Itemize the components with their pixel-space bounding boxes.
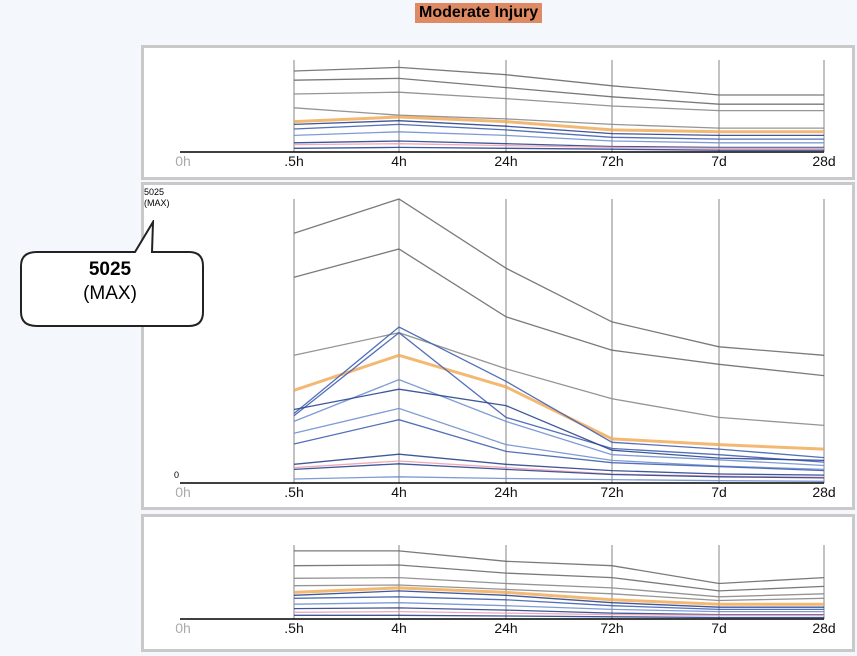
max-callout-value: 5025 xyxy=(88,259,132,280)
x-tick-label-4h: 4h xyxy=(391,484,407,500)
series-line-9 xyxy=(293,140,824,149)
series-line-3 xyxy=(293,576,825,598)
x-tick-label-24h: 24h xyxy=(494,153,517,169)
series-line-9 xyxy=(293,607,824,616)
x-tick-label-4h: 4h xyxy=(391,620,407,636)
series-line-10 xyxy=(293,610,824,616)
chart-bottom: 0h .5h 4h 24h 72h 7d 28d xyxy=(175,545,836,636)
x-tick-label-28d: 28d xyxy=(812,620,835,636)
chart-middle: 0h .5h 4h 24h 72h 7d 28d 5025(MAX) 0 xyxy=(144,187,836,500)
series-line-8 xyxy=(293,602,824,613)
series-line-2 xyxy=(293,564,825,592)
series-line-3 xyxy=(293,332,825,427)
x-tick-label-7d: 7d xyxy=(711,484,727,500)
x-tick-label-0h: 0h xyxy=(175,153,191,169)
x-tick-label-28d: 28d xyxy=(812,484,835,500)
series-line-7 xyxy=(293,596,824,611)
series-line-7 xyxy=(293,378,825,467)
x-tick-label-72h: 72h xyxy=(600,620,623,636)
panel-bottom: 0h .5h 4h 24h 72h 7d 28d xyxy=(141,514,855,652)
series-line-1 xyxy=(293,198,825,356)
y-min-label: 0 xyxy=(174,470,179,480)
x-tick-label-.5h: .5h xyxy=(284,484,303,500)
series-line-9 xyxy=(293,407,825,471)
series-line-6 xyxy=(293,331,825,463)
series-line-13 xyxy=(293,463,825,479)
series-line-11 xyxy=(293,146,824,151)
x-tick-label-28d: 28d xyxy=(812,153,835,169)
series-line-10 xyxy=(293,419,825,472)
series-line-4 xyxy=(293,353,825,451)
x-tick-label-7d: 7d xyxy=(711,153,727,169)
series-line-14 xyxy=(293,476,825,482)
y-max-sublabel: (MAX) xyxy=(144,198,170,208)
x-tick-label-.5h: .5h xyxy=(284,153,303,169)
series-line-5 xyxy=(293,586,824,606)
x-tick-label-7d: 7d xyxy=(711,620,727,636)
series-line-8 xyxy=(293,131,824,144)
panel-middle: 0h .5h 4h 24h 72h 7d 28d 5025 (MAX) 0 xyxy=(141,182,855,510)
x-tick-label-.5h: .5h xyxy=(284,620,303,636)
series-line-7 xyxy=(293,123,824,140)
max-callout-bubble xyxy=(20,220,204,327)
x-tick-label-72h: 72h xyxy=(600,153,623,169)
x-tick-label-24h: 24h xyxy=(494,620,517,636)
series-line-2 xyxy=(293,248,825,377)
panel-top: 0h .5h 4h 24h 72h 7d 28d xyxy=(141,45,855,180)
series-line-6 xyxy=(293,590,824,608)
series-line-4 xyxy=(293,584,825,602)
x-tick-label-0h: 0h xyxy=(175,620,191,636)
max-callout-text: 5025 (MAX) xyxy=(17,258,203,306)
series-line-3 xyxy=(293,91,824,112)
series-line-5 xyxy=(293,115,824,134)
series-line-5 xyxy=(293,326,825,459)
x-tick-label-72h: 72h xyxy=(600,484,623,500)
series-line-1 xyxy=(294,550,825,585)
series-line-11 xyxy=(293,453,825,476)
series-line-10 xyxy=(293,143,824,149)
series-line-8 xyxy=(293,388,825,462)
x-tick-label-4h: 4h xyxy=(391,153,407,169)
series-line-2 xyxy=(293,77,824,105)
series-line-6 xyxy=(293,120,824,137)
chart-title: Moderate Injury xyxy=(415,3,543,23)
y-max-label: 5025 xyxy=(144,187,164,197)
x-tick-label-0h: 0h xyxy=(175,484,191,500)
series-line-1 xyxy=(293,66,824,96)
series-line-11 xyxy=(294,614,824,619)
series-line-4 xyxy=(293,107,824,129)
max-callout-label: (MAX) xyxy=(83,283,137,304)
chart-top: 0h .5h 4h 24h 72h 7d 28d xyxy=(175,60,836,169)
x-tick-label-24h: 24h xyxy=(494,484,517,500)
